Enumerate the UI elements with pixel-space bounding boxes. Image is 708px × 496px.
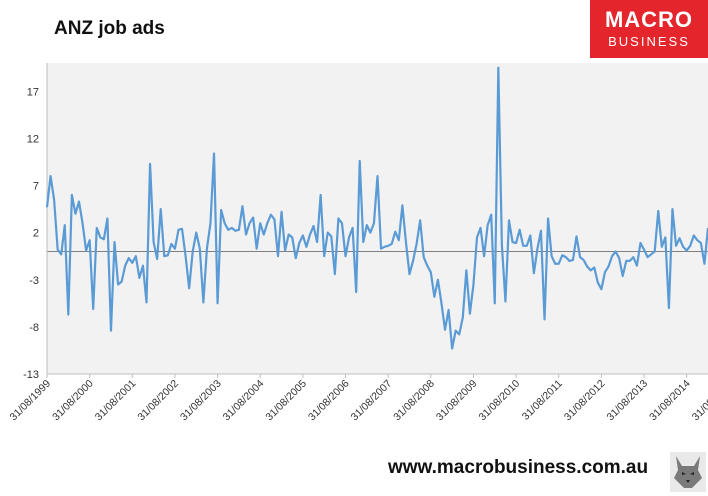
x-axis: 31/08/199931/08/200031/08/200131/08/2002… [7, 374, 708, 423]
footer-url[interactable]: www.macrobusiness.com.au [388, 457, 649, 478]
x-tick-label: 31/08/2014 [647, 378, 693, 424]
x-tick-label: 31/08/2005 [263, 378, 309, 424]
x-tick-label: 31/08/2006 [306, 378, 352, 424]
x-tick-label: 31/08/2002 [135, 378, 181, 424]
plot-area [47, 63, 708, 374]
x-tick-label: 31/08/2000 [50, 378, 96, 424]
x-tick-label: 31/08/2008 [391, 378, 437, 424]
logo-line-2: BUSINESS [608, 34, 690, 49]
chart-title: ANZ job ads [54, 18, 165, 39]
x-tick-label: 31/08/2003 [178, 378, 224, 424]
y-tick-label: 12 [27, 133, 39, 145]
macrobusiness-logo: MACRO BUSINESS [590, 0, 708, 58]
x-tick-label: 31/08/2012 [562, 378, 608, 424]
x-tick-label: 31/08/2013 [605, 378, 651, 424]
x-tick-label: 31/08/2007 [349, 378, 395, 424]
y-tick-label: 2 [33, 228, 39, 240]
y-tick-label: -3 [29, 275, 39, 287]
y-tick-label: 7 [33, 181, 39, 193]
x-tick-label: 31/08/2001 [93, 378, 139, 424]
y-axis: 17 12 7 2 -3 -8 -13 [23, 86, 39, 381]
x-tick-label: 31/08/2009 [434, 378, 480, 424]
logo-line-1: MACRO [604, 7, 694, 32]
wolf-icon [670, 452, 706, 492]
x-tick-label: 31/08/2010 [477, 378, 523, 424]
y-tick-label: 17 [27, 86, 39, 98]
x-tick-label: 31/08/2004 [221, 378, 267, 424]
x-tick-label: 31/08/2015 [690, 378, 708, 424]
x-tick-label: 31/08/2011 [520, 378, 565, 423]
x-tick-label: 31/08/1999 [7, 378, 53, 424]
series-line [45, 66, 708, 350]
y-tick-label: -13 [23, 369, 39, 381]
y-tick-label: -8 [29, 322, 39, 334]
